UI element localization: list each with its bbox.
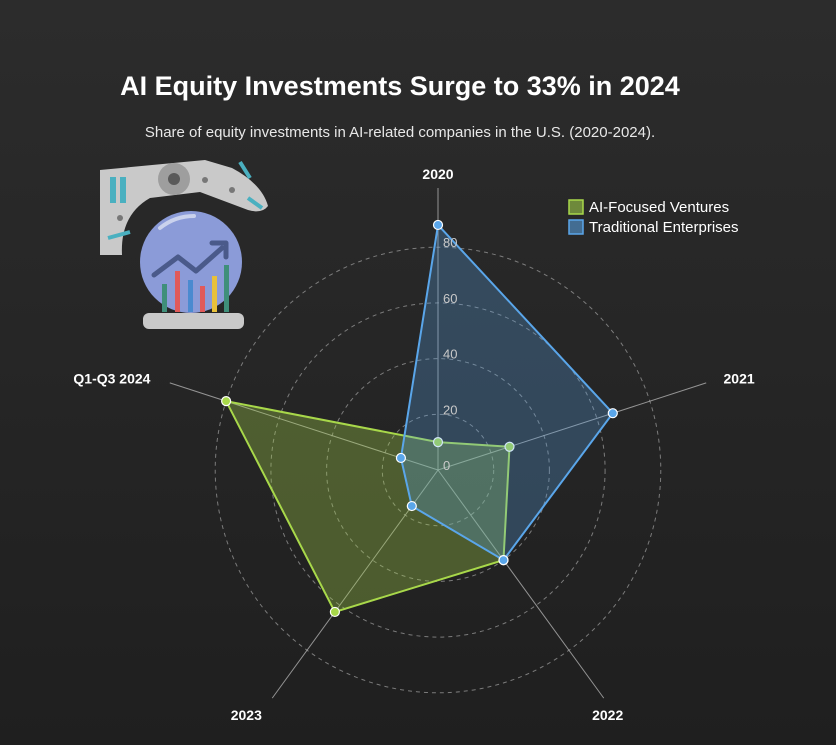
data-point bbox=[432, 437, 444, 448]
legend-swatch bbox=[568, 219, 584, 235]
radial-tick-label: 40 bbox=[443, 347, 457, 362]
radial-tick-label: 0 bbox=[443, 458, 450, 473]
axis-spoke bbox=[437, 469, 605, 699]
grid-ring bbox=[326, 358, 550, 582]
axis-label: 2021 bbox=[724, 371, 755, 387]
radial-ticks: 0 20 40 60 80 bbox=[443, 235, 457, 473]
legend-swatch bbox=[568, 199, 584, 215]
axis-spoke bbox=[437, 382, 707, 471]
chart-title: AI Equity Investments Surge to 33% in 20… bbox=[120, 71, 680, 101]
data-point bbox=[395, 452, 407, 464]
series-area bbox=[399, 222, 615, 562]
legend: AI-Focused Ventures Traditional Enterpris… bbox=[568, 199, 739, 236]
radar-series bbox=[221, 219, 618, 618]
axis-spoke bbox=[169, 382, 439, 471]
data-point bbox=[498, 555, 509, 566]
data-point bbox=[504, 441, 515, 452]
robot-arm-crystal-ball-icon bbox=[100, 160, 268, 329]
axis-label: Q1-Q3 2024 bbox=[73, 371, 150, 387]
data-point bbox=[406, 500, 417, 512]
data-point bbox=[329, 606, 340, 618]
data-point bbox=[607, 408, 618, 419]
radial-tick-label: 60 bbox=[443, 291, 457, 306]
series-area bbox=[224, 399, 511, 614]
axis-labels: 2020 2021 2022 2023 Q1-Q3 2024 bbox=[73, 166, 754, 723]
radial-tick-label: 20 bbox=[443, 402, 457, 417]
legend-label: Traditional Enterprises bbox=[589, 219, 739, 236]
radial-tick-label: 80 bbox=[443, 235, 457, 250]
grid-ring bbox=[381, 413, 495, 527]
data-point bbox=[221, 396, 232, 407]
axis-label: 2020 bbox=[422, 166, 453, 182]
chart-subtitle: Share of equity investments in AI-relate… bbox=[145, 124, 655, 141]
radar-grid bbox=[169, 188, 707, 699]
legend-label: AI-Focused Ventures bbox=[589, 199, 729, 216]
data-point bbox=[432, 219, 444, 231]
axis-label: 2022 bbox=[592, 707, 623, 723]
axis-label: 2023 bbox=[231, 707, 262, 723]
